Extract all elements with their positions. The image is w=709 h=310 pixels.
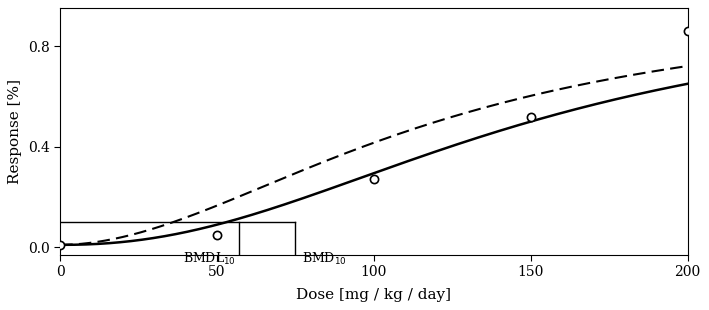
Point: [682, 29, 693, 33]
Point: [368, 177, 379, 182]
Text: BMDL$_{10}$: BMDL$_{10}$: [183, 251, 236, 267]
Point: [525, 114, 537, 119]
Y-axis label: Response [%]: Response [%]: [9, 79, 22, 184]
Point: [55, 242, 66, 247]
Text: BMD$_{10}$: BMD$_{10}$: [302, 251, 347, 267]
X-axis label: Dose [mg / kg / day]: Dose [mg / kg / day]: [296, 288, 452, 302]
Point: [211, 232, 223, 237]
